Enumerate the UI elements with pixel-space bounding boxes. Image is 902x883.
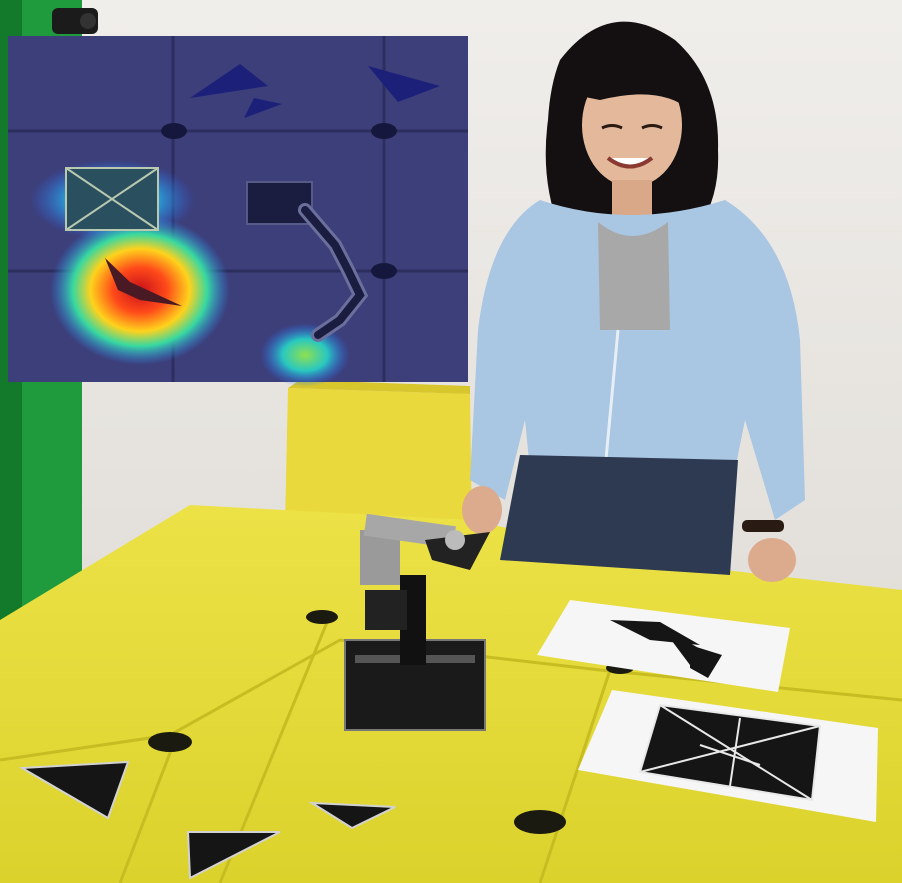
yellow-board	[285, 388, 472, 532]
wheel-marker-icon	[371, 263, 397, 279]
tangram-target-icon	[65, 167, 159, 231]
person	[462, 21, 805, 582]
table-pieces	[18, 760, 396, 880]
triangle-piece-icon	[368, 66, 440, 102]
triangle-piece-icon	[244, 98, 282, 118]
robot-arm	[344, 513, 490, 731]
triangle-piece-icon	[190, 64, 268, 98]
camera-icon	[52, 8, 98, 34]
target-square-board	[578, 690, 878, 822]
partial-shape-board	[537, 600, 790, 692]
hotspot-gripper	[260, 323, 350, 387]
wheel-marker-icon	[161, 123, 187, 139]
heatmap-inset	[8, 36, 468, 387]
wheel-marker-icon	[371, 123, 397, 139]
robot-arm-icon	[246, 181, 369, 342]
